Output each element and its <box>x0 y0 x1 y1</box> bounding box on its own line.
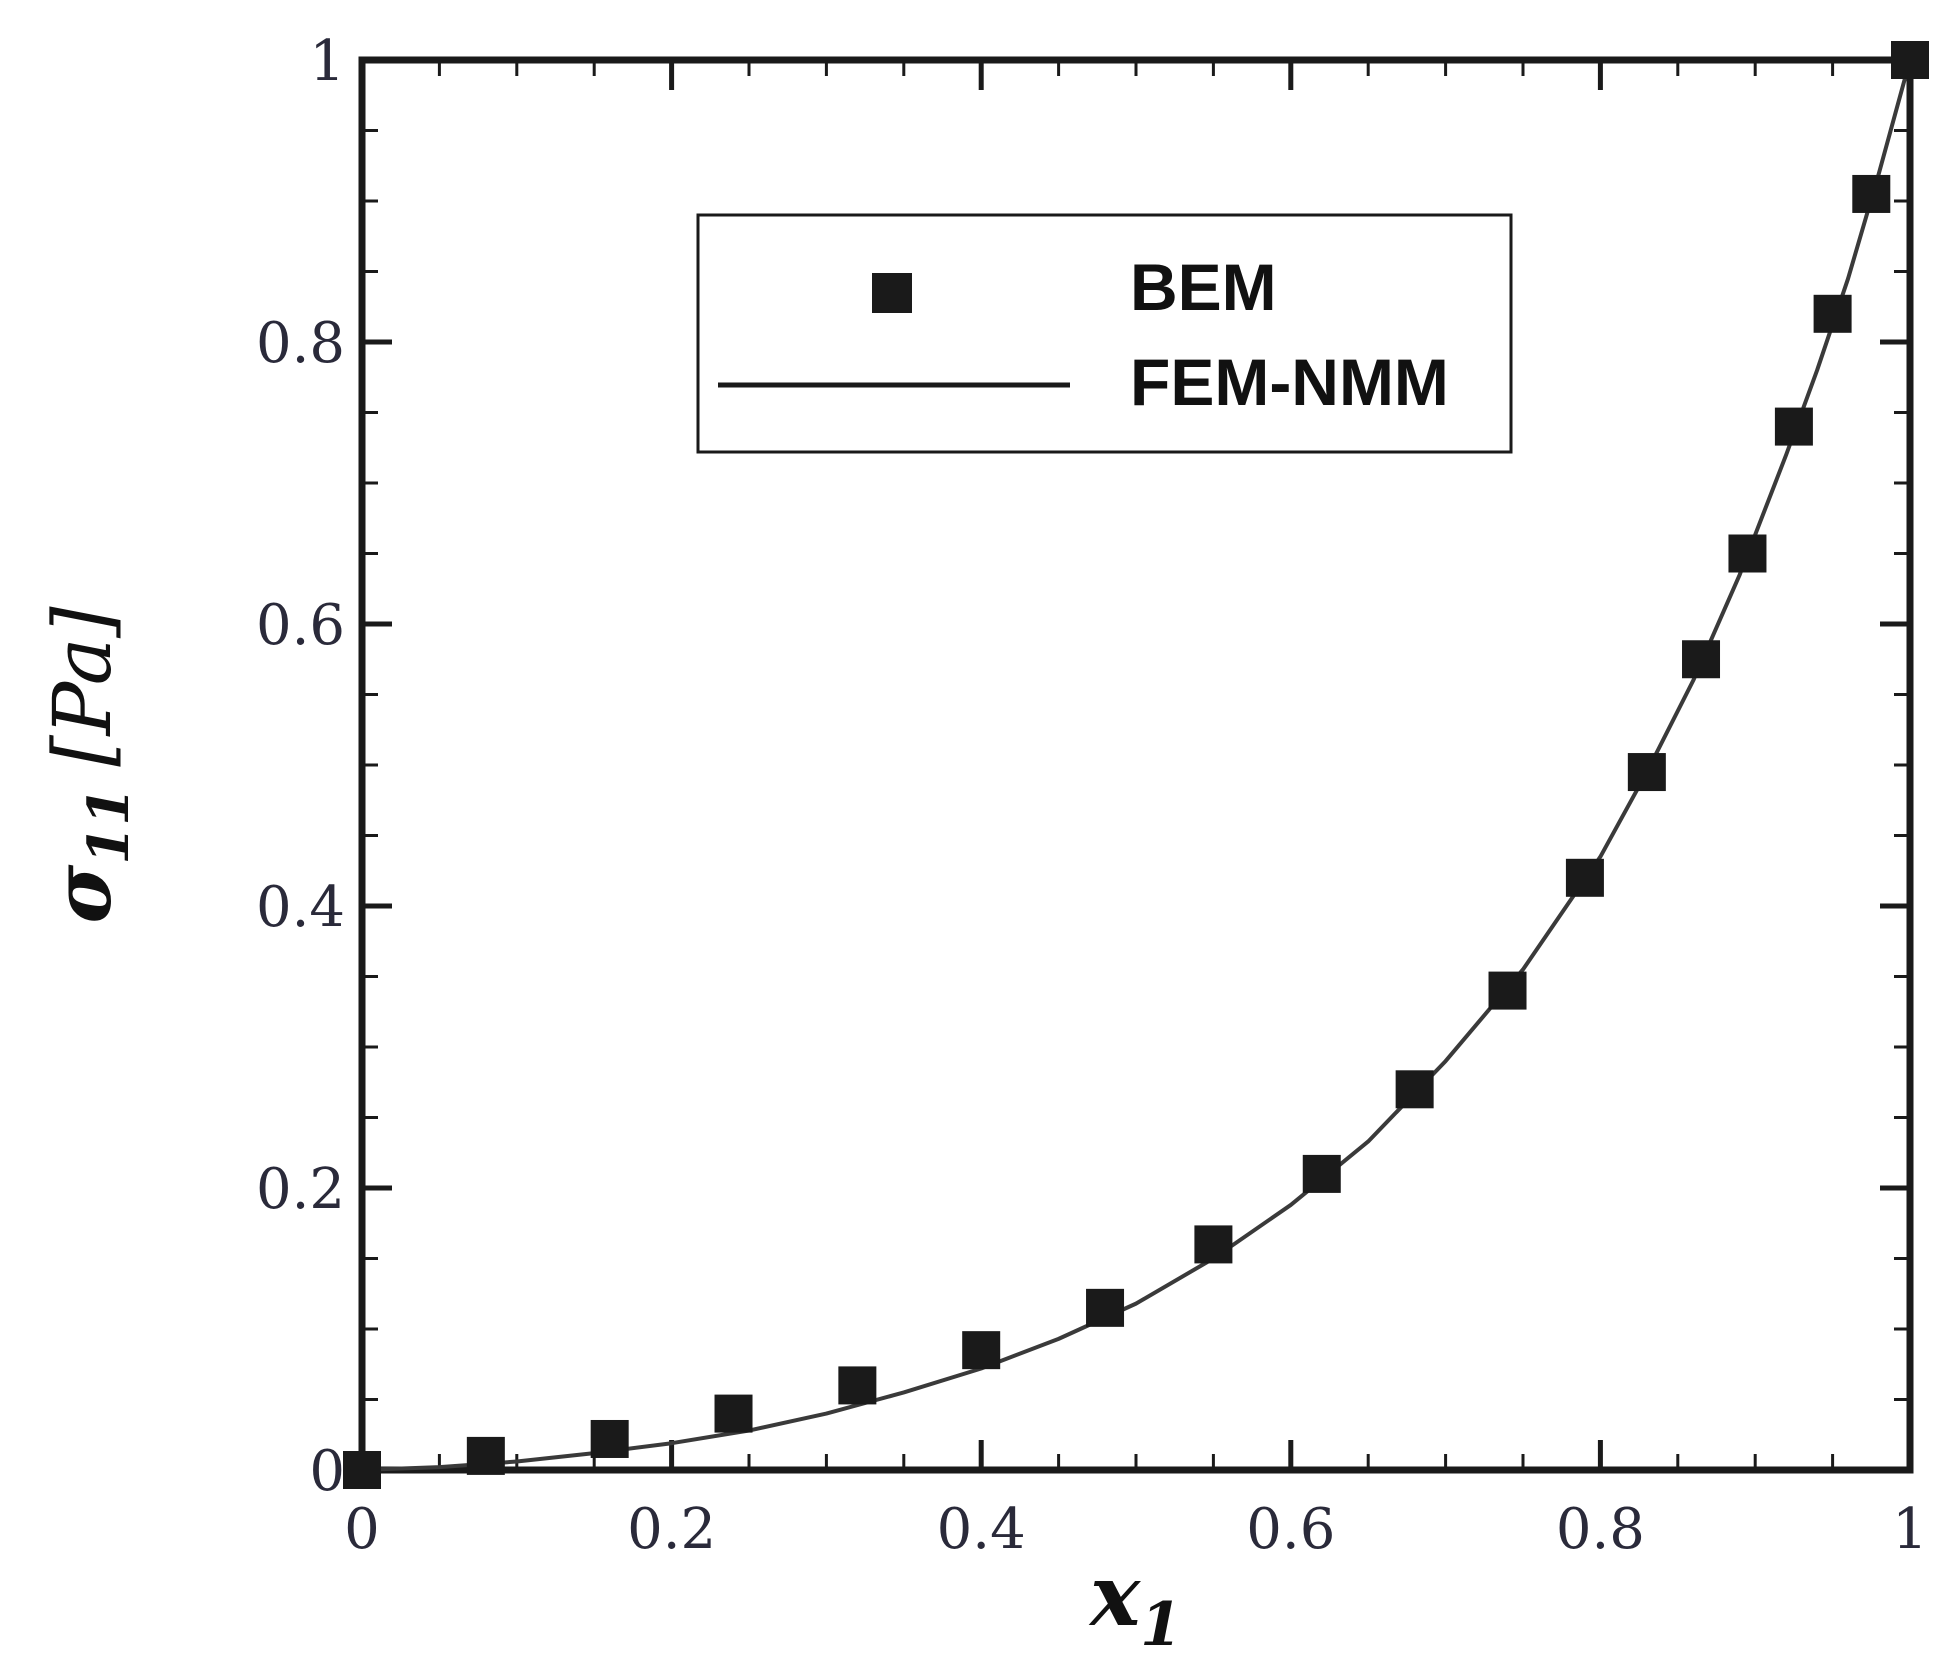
legend: BEM FEM-NMM <box>696 213 1513 454</box>
bem-point <box>466 1436 505 1475</box>
legend-bem-label: BEM <box>1130 250 1277 324</box>
bem-point <box>1565 858 1604 897</box>
bem-point <box>1774 407 1813 446</box>
x-axis-title: x1 <box>1088 1546 1182 1660</box>
x-tick-label-3: 0.6 <box>1246 1497 1335 1562</box>
bem-point <box>590 1419 629 1458</box>
x-tick-label-0: 0 <box>344 1497 380 1562</box>
tick-marks <box>359 57 1913 1473</box>
bem-point <box>1086 1288 1125 1327</box>
fem-nmm-series <box>361 59 1912 1472</box>
bem-point <box>1813 294 1852 333</box>
y-axis-title-unit: [Pa] <box>36 606 129 767</box>
y-tick-label-3: 0.6 <box>256 593 345 658</box>
fem-nmm-line <box>361 59 1912 1472</box>
bem-point <box>962 1331 1001 1370</box>
y-tick-labels: 0 0.2 0.4 0.6 0.8 1 <box>256 29 345 1504</box>
y-tick-label-2: 0.4 <box>256 875 345 940</box>
bem-point <box>1488 971 1527 1010</box>
y-axis-title-main: σ <box>35 865 129 924</box>
x-tick-label-4: 0.8 <box>1556 1497 1645 1562</box>
x-tick-label-1: 0.2 <box>627 1497 716 1562</box>
bem-point <box>1891 41 1929 79</box>
y-tick-label-1: 0.2 <box>256 1157 345 1222</box>
legend-fem-nmm-label: FEM-NMM <box>1130 345 1449 419</box>
y-tick-label-4: 0.8 <box>256 311 345 376</box>
x-tick-label-5: 1 <box>1892 1497 1928 1562</box>
x-axis-title-main: x <box>1088 1546 1141 1645</box>
bem-point <box>1194 1225 1233 1264</box>
bem-point <box>1395 1070 1434 1109</box>
bem-point <box>1302 1154 1341 1193</box>
bem-point <box>1852 174 1891 213</box>
x-tick-labels: 0 0.2 0.4 0.6 0.8 1 <box>344 1497 1928 1562</box>
y-tick-label-0: 0 <box>309 1439 345 1504</box>
bem-point <box>1682 640 1721 679</box>
legend-bem-marker <box>872 273 912 313</box>
bem-point <box>1627 753 1666 792</box>
bem-point <box>1728 534 1767 573</box>
y-tick-label-5: 1 <box>309 29 345 94</box>
bem-series <box>343 41 1929 1489</box>
y-axis-title: σ11 [Pa] <box>35 606 142 924</box>
bem-point <box>714 1394 753 1433</box>
bem-point <box>343 1451 381 1489</box>
y-axis-title-sub: 11 <box>76 787 142 865</box>
bem-point <box>838 1366 877 1405</box>
legend-box <box>696 213 1513 454</box>
x-tick-label-2: 0.4 <box>937 1497 1026 1562</box>
x-axis-title-sub: 1 <box>1140 1590 1182 1660</box>
